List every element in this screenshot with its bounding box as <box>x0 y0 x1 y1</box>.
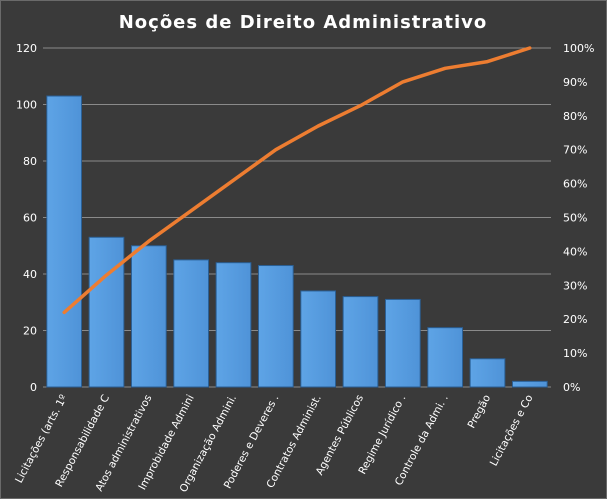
left-tick-label: 60 <box>23 212 37 225</box>
bar <box>257 265 294 388</box>
right-tick-label: 100% <box>563 42 594 55</box>
bar <box>46 95 83 388</box>
bar <box>300 290 337 388</box>
bar <box>88 236 125 388</box>
right-tick-label: 0% <box>563 381 580 394</box>
bar <box>130 245 167 388</box>
bar <box>511 380 548 388</box>
bar <box>215 262 252 388</box>
right-tick-label: 90% <box>563 76 587 89</box>
left-axis-ticks: 0 20 40 60 80 100 120 <box>16 42 37 394</box>
left-tick-label: 40 <box>23 268 37 281</box>
left-tick-label: 20 <box>23 325 37 338</box>
x-tick-label: Licitações e Co <box>488 393 536 468</box>
right-tick-label: 60% <box>563 178 587 191</box>
right-tick-label: 40% <box>563 245 587 258</box>
chart-title: Noções de Direito Administrativo <box>119 12 488 33</box>
right-tick-label: 50% <box>563 212 587 225</box>
bar <box>342 296 379 388</box>
bar <box>469 358 506 388</box>
cumulative-line <box>62 46 532 315</box>
bar <box>384 298 421 388</box>
bar-series <box>46 95 548 388</box>
right-tick-label: 20% <box>563 313 587 326</box>
right-tick-label: 80% <box>563 110 587 123</box>
right-tick-label: 70% <box>563 144 587 157</box>
right-tick-label: 30% <box>563 279 587 292</box>
right-tick-label: 10% <box>563 347 587 360</box>
cumulative-line-series <box>62 46 532 315</box>
x-tick-label: Regime Jurídico . <box>356 393 408 477</box>
left-tick-label: 0 <box>30 381 37 394</box>
left-tick-label: 80 <box>23 155 37 168</box>
bar <box>173 259 210 388</box>
left-tick-label: 100 <box>16 99 37 112</box>
grid-lines <box>43 47 551 388</box>
bar <box>427 327 464 388</box>
x-tick-label: Agentes Públicos <box>314 393 367 478</box>
x-tick-label: Pregão <box>466 393 494 431</box>
left-tick-label: 120 <box>16 42 37 55</box>
right-axis-ticks: 0% 10% 20% 30% 40% 50% 60% 70% 80% 90% 100% <box>563 42 594 394</box>
